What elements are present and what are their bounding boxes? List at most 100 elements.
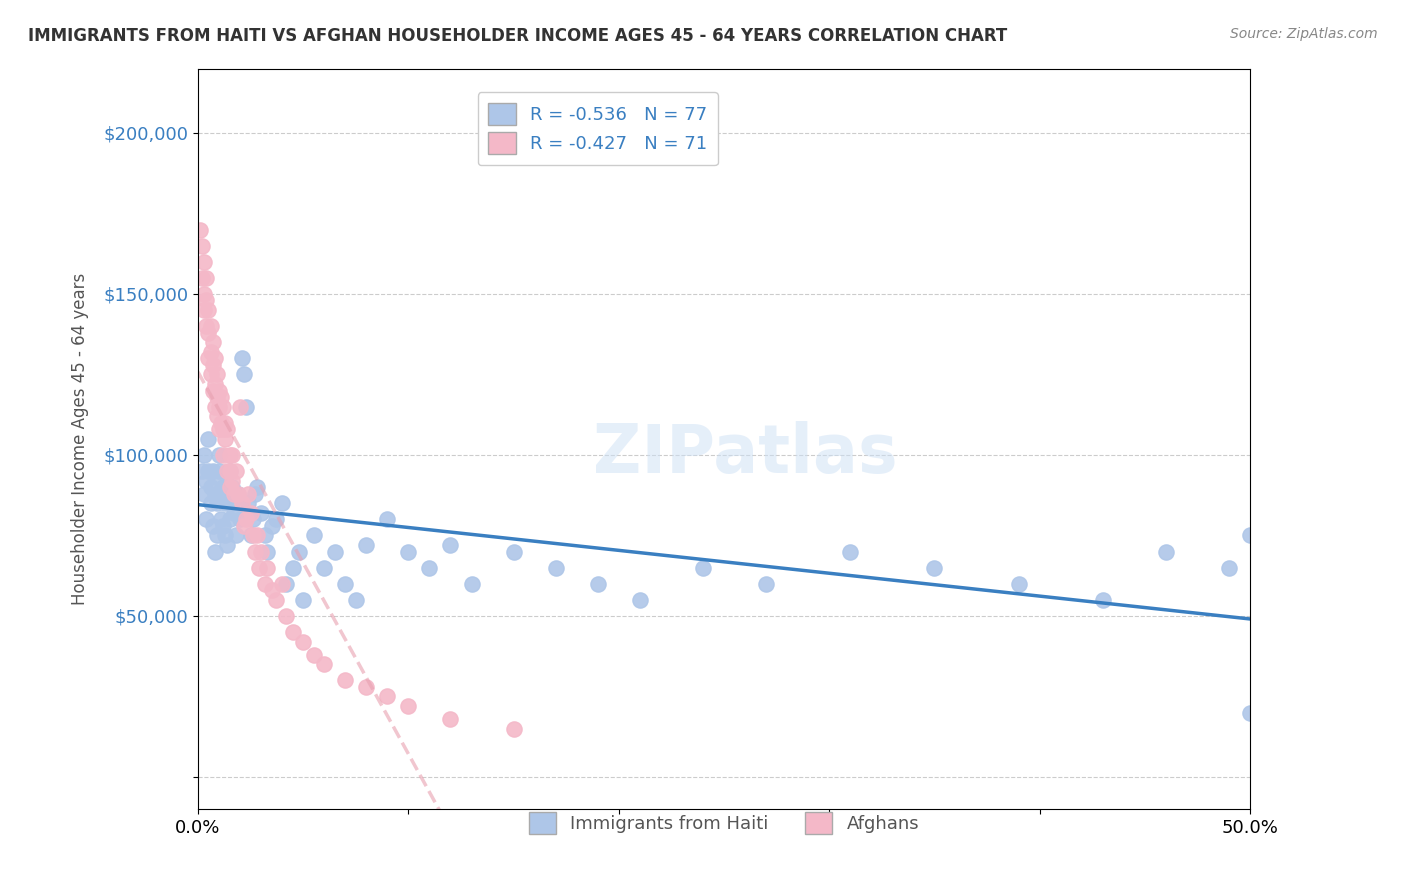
Point: [218, 480, 240, 494]
Point: [205, 528, 228, 542]
Point: [201, 384, 224, 398]
Point: [214, 496, 236, 510]
Point: [222, 506, 245, 520]
Point: [692, 560, 714, 574]
Point: [201, 335, 224, 350]
Point: [188, 222, 211, 236]
Point: [221, 480, 243, 494]
Point: [1091, 592, 1114, 607]
Legend: Immigrants from Haiti, Afghans: Immigrants from Haiti, Afghans: [519, 801, 929, 845]
Point: [193, 303, 215, 318]
Point: [193, 448, 215, 462]
Point: [1239, 706, 1261, 720]
Point: [221, 448, 243, 462]
Point: [214, 528, 236, 542]
Point: [231, 351, 253, 366]
Point: [195, 512, 218, 526]
Point: [217, 538, 239, 552]
Point: [197, 326, 219, 340]
Point: [204, 544, 226, 558]
Point: [197, 432, 219, 446]
Point: [755, 576, 778, 591]
Point: [205, 390, 228, 404]
Point: [314, 657, 336, 672]
Point: [242, 512, 264, 526]
Point: [191, 464, 214, 478]
Point: [233, 368, 256, 382]
Point: [260, 518, 283, 533]
Point: [201, 464, 224, 478]
Point: [201, 358, 224, 372]
Point: [247, 560, 270, 574]
Point: [1007, 576, 1029, 591]
Point: [239, 506, 262, 520]
Point: [204, 351, 226, 366]
Point: [264, 592, 287, 607]
Text: Source: ZipAtlas.com: Source: ZipAtlas.com: [1230, 27, 1378, 41]
Point: [271, 496, 294, 510]
Point: [195, 474, 218, 488]
Point: [191, 238, 214, 252]
Point: [256, 560, 278, 574]
Point: [225, 464, 247, 478]
Point: [204, 486, 226, 500]
Point: [200, 344, 222, 359]
Point: [460, 576, 482, 591]
Point: [243, 486, 266, 500]
Point: [217, 464, 239, 478]
Point: [193, 486, 215, 500]
Point: [218, 464, 240, 478]
Point: [377, 690, 399, 704]
Point: [356, 538, 378, 552]
Point: [195, 270, 218, 285]
Point: [302, 648, 325, 662]
Point: [214, 432, 236, 446]
Point: [586, 576, 609, 591]
Point: [217, 486, 239, 500]
Point: [439, 712, 461, 726]
Point: [204, 400, 226, 414]
Point: [250, 544, 273, 558]
Point: [208, 422, 231, 436]
Point: [288, 544, 311, 558]
Point: [839, 544, 862, 558]
Point: [544, 560, 567, 574]
Point: [1239, 528, 1261, 542]
Point: [356, 680, 378, 694]
Point: [256, 544, 278, 558]
Point: [335, 673, 357, 688]
Point: [221, 474, 243, 488]
Point: [226, 486, 249, 500]
Point: [377, 512, 399, 526]
Point: [200, 368, 222, 382]
Point: [195, 319, 218, 334]
Point: [200, 319, 222, 334]
Point: [214, 416, 236, 430]
Point: [235, 512, 257, 526]
Point: [209, 474, 232, 488]
Point: [193, 287, 215, 301]
Text: ZIPatlas: ZIPatlas: [593, 421, 897, 487]
Point: [238, 486, 260, 500]
Point: [200, 496, 222, 510]
Point: [209, 512, 232, 526]
Point: [200, 480, 222, 494]
Point: [281, 560, 304, 574]
Point: [242, 528, 264, 542]
Point: [225, 528, 247, 542]
Point: [195, 293, 218, 308]
Point: [235, 400, 257, 414]
Point: [217, 422, 239, 436]
Point: [222, 486, 245, 500]
Point: [212, 400, 235, 414]
Point: [292, 634, 315, 648]
Point: [197, 303, 219, 318]
Point: [396, 544, 419, 558]
Point: [212, 480, 235, 494]
Point: [254, 528, 277, 542]
Point: [212, 518, 235, 533]
Point: [260, 583, 283, 598]
Point: [204, 377, 226, 392]
Text: IMMIGRANTS FROM HAITI VS AFGHAN HOUSEHOLDER INCOME AGES 45 - 64 YEARS CORRELATIO: IMMIGRANTS FROM HAITI VS AFGHAN HOUSEHOL…: [28, 27, 1007, 45]
Point: [314, 560, 336, 574]
